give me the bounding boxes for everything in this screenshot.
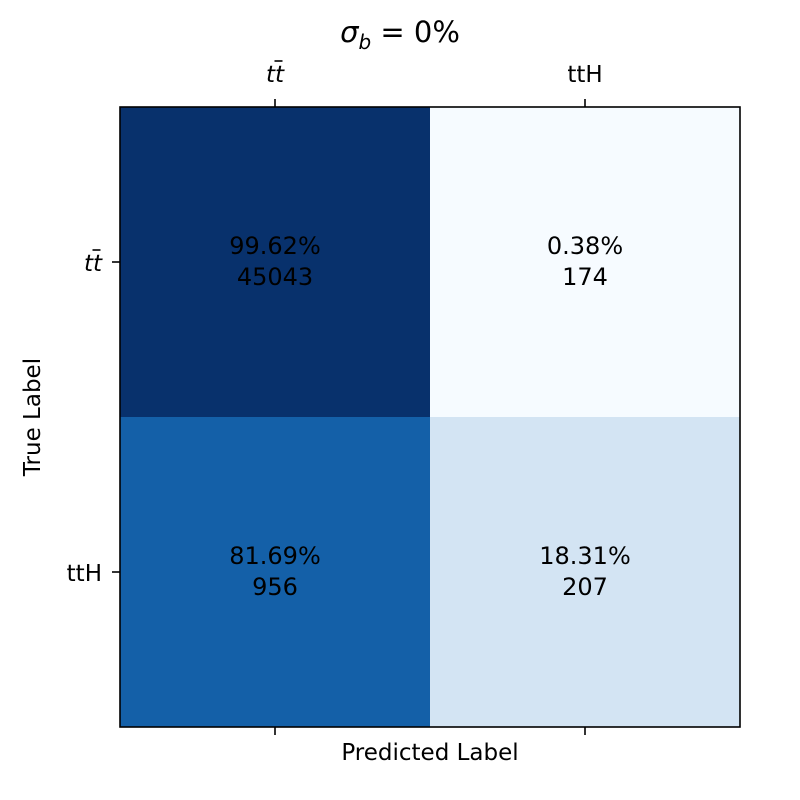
heatmap-cell	[120, 417, 431, 728]
cell-percent-label: 99.62%	[229, 232, 321, 260]
x-tick-label-text: tt	[266, 62, 285, 88]
chart-title: σb = 0%	[340, 15, 460, 54]
y-tick-label-text: tt	[84, 251, 103, 277]
heatmap-cell	[120, 107, 431, 418]
heatmap-cell	[430, 417, 741, 728]
cell-count-label: 956	[252, 573, 298, 601]
title-symbol: σ	[340, 15, 360, 49]
cell-annotations: 99.62% 45043 0.38% 174 81.69% 956 18.31% 207	[229, 232, 631, 601]
heatmap-cells	[120, 107, 741, 728]
cell-percent-label: 0.38%	[547, 232, 623, 260]
title-subscript: b	[358, 30, 371, 54]
title-rest: = 0%	[371, 15, 460, 49]
cell-count-label: 174	[562, 263, 608, 291]
x-tick-label: ttH	[567, 62, 602, 88]
x-axis-label: Predicted Label	[341, 740, 518, 766]
cell-percent-label: 18.31%	[539, 542, 631, 570]
y-tick-label-text: ttH	[67, 561, 102, 587]
heatmap-cell	[430, 107, 741, 418]
y-axis-label: True Label	[20, 358, 46, 477]
plot-frame	[119, 106, 741, 728]
x-tick-label-overbar-letter: t	[275, 62, 285, 88]
y-tick-label: tt	[84, 249, 103, 277]
y-tick-label: ttH	[67, 561, 102, 587]
cell-count-label: 45043	[237, 263, 313, 291]
cell-percent-label: 81.69%	[229, 542, 321, 570]
x-tick-label: tt	[266, 60, 285, 88]
y-tick-label-base: t	[84, 251, 94, 277]
cell-count-label: 207	[562, 573, 608, 601]
x-tick-label-base: t	[266, 62, 276, 88]
x-tick-label-text: ttH	[567, 62, 602, 88]
y-tick-label-overbar-letter: t	[93, 251, 103, 277]
